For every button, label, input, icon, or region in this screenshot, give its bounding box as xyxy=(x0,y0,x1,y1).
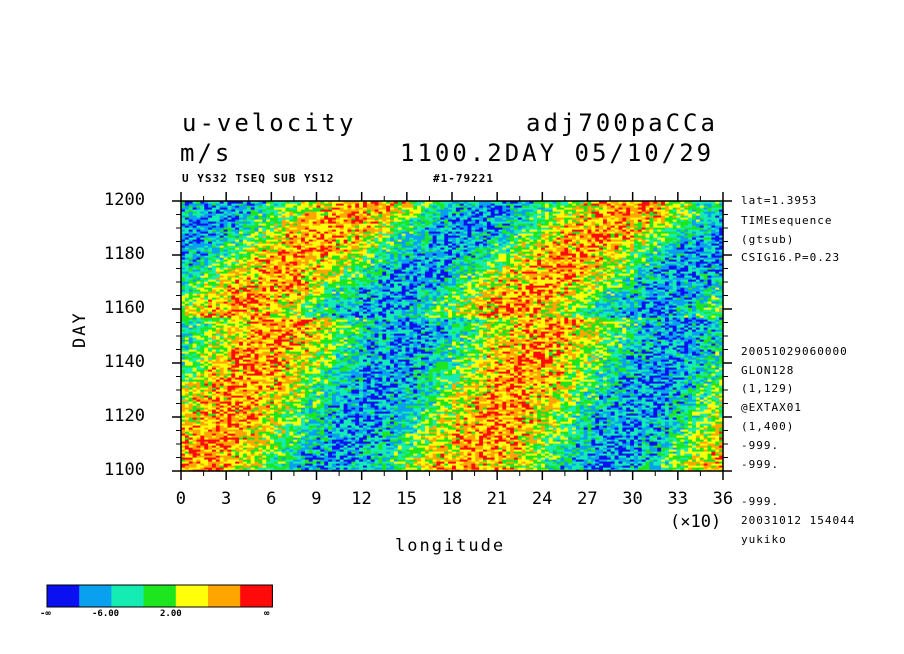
heatmap-cells xyxy=(181,201,724,472)
